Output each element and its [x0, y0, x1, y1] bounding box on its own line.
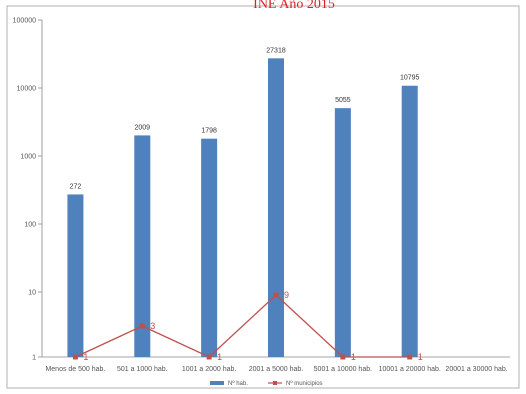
bar-data-label: 272: [70, 183, 82, 190]
x-tick-label: Menos de 500 hab.: [45, 366, 105, 373]
legend-line-label: Nº municipios: [286, 380, 323, 387]
bar: [134, 135, 151, 357]
line-marker: [206, 354, 212, 360]
bar-labels: 272 2009 1798 27318 5055 10795: [70, 47, 420, 190]
y-tick-label: 1000: [20, 154, 36, 161]
line-data-label: 1: [418, 352, 423, 362]
bar-data-label: 2009: [134, 124, 150, 131]
chart-frame: [6, 5, 520, 389]
bar-data-label: 10795: [400, 75, 420, 82]
line-marker: [72, 354, 78, 360]
line-series: [72, 292, 413, 360]
y-tick-label: 10: [28, 290, 36, 297]
bar-data-label: 1798: [201, 128, 217, 135]
x-tick-label: 501 a 1000 hab.: [117, 366, 168, 373]
line-data-label: 1: [351, 352, 356, 362]
legend-line-marker: [273, 381, 277, 385]
line-data-label: 9: [284, 290, 289, 300]
y-tick-label: 1: [32, 355, 36, 362]
x-tick-label: 2001 a 5000 hab.: [249, 366, 304, 373]
bar: [67, 194, 84, 357]
y-tick-label: 100: [24, 222, 36, 229]
chart-title: INE Año 2015: [253, 0, 335, 12]
y-tick-label: 10000: [17, 86, 37, 93]
legend: Nº hab. Nº municipios: [210, 380, 323, 387]
y-axis: 1 10 100 1000 10000 100000: [13, 18, 42, 362]
bar-data-label: 5055: [335, 97, 351, 104]
x-tick-label: 20001 a 30000 hab.: [445, 366, 507, 373]
line-data-label: 3: [150, 321, 155, 331]
bar: [268, 58, 284, 358]
bar: [201, 138, 218, 357]
x-axis: Menos de 500 hab. 501 a 1000 hab. 1001 a 2…: [45, 366, 507, 373]
y-tick-label: 100000: [13, 18, 36, 25]
line-marker: [407, 354, 413, 360]
bar-data-label: 27318: [266, 47, 286, 54]
bar: [334, 108, 351, 357]
x-tick-label: 10001 a 20000 hab.: [379, 366, 441, 373]
line-path: [75, 294, 410, 358]
line-data-label: 1: [83, 352, 88, 362]
line-marker: [139, 323, 145, 329]
line-data-label: 1: [217, 352, 222, 362]
x-tick-label: 5001 a 10000 hab.: [314, 366, 372, 373]
legend-bar-label: Nº hab.: [228, 380, 248, 387]
line-labels: 1 3 1 9 1 1: [83, 290, 422, 362]
bar: [401, 85, 418, 358]
line-marker: [340, 354, 346, 360]
line-marker: [273, 292, 279, 298]
bars-series: [67, 58, 418, 358]
legend-bar-swatch: [210, 381, 224, 385]
x-tick-label: 1001 a 2000 hab.: [182, 366, 237, 373]
